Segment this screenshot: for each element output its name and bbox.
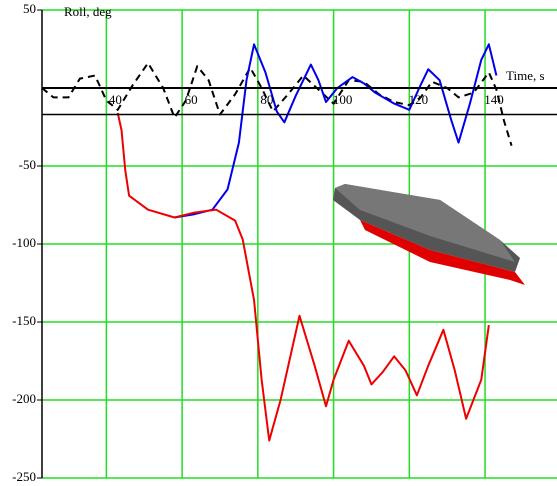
y-tick-label: 50 [23,1,36,16]
y-tick-label: -50 [19,157,36,172]
chart: Roll, deg Time, s 50 -50 -100 -150 -200 -250 4… [0,0,557,486]
data-line [118,113,489,441]
x-tick-label: 120 [409,92,429,107]
x-axis-label: Time, s [506,68,545,83]
x-tick-label: 40 [109,92,122,107]
y-tick-label: -250 [12,469,36,484]
x-tick-label: 60 [185,92,198,107]
y-tick-label: -200 [12,391,36,406]
y-tick-label: -100 [12,235,36,250]
x-tick-label: 80 [260,92,273,107]
y-axis-label: Roll, deg [64,4,112,19]
x-tick-label: 140 [484,92,504,107]
ship-illustration [333,184,525,285]
y-tick-label: -150 [12,313,36,328]
x-tick-label: 100 [333,92,353,107]
